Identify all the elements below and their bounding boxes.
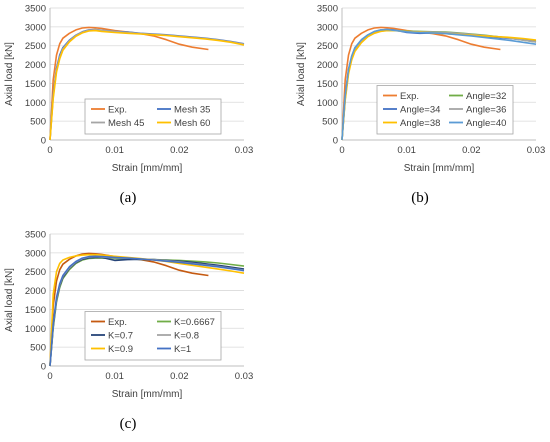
series-line-1 <box>49 26 209 141</box>
legend-entry: Mesh 35 <box>174 105 210 116</box>
y-tick-label: 2000 <box>317 60 338 71</box>
y-tick-label: 2000 <box>25 60 46 71</box>
x-tick-label: 0.01 <box>105 371 124 382</box>
y-tick-label: 500 <box>30 117 46 128</box>
legend-entry: Mesh 45 <box>108 118 144 129</box>
y-tick-label: 3000 <box>317 22 338 33</box>
legend-entry: Mesh 60 <box>174 118 210 129</box>
series-line-1 <box>341 26 501 141</box>
series-line-5 <box>49 253 245 367</box>
y-tick-label: 1500 <box>317 79 338 90</box>
x-tick-label: 0 <box>339 145 344 156</box>
legend-entry: Angle=32 <box>466 91 506 102</box>
x-axis-label: Strain [mm/mm] <box>112 163 183 174</box>
y-tick-label: 1000 <box>25 98 46 109</box>
panel-label: (a) <box>120 190 137 206</box>
chart-panel-1: 0 500 1000 1500 2000 2500 3000 3500 0 0.01 0.02 0.0… <box>4 4 253 207</box>
legend-entry: Angle=36 <box>466 105 506 116</box>
y-tick-label: 1500 <box>25 79 46 90</box>
y-tick-label: 2500 <box>317 41 338 52</box>
x-tick-label: 0.03 <box>235 371 254 382</box>
x-tick-label: 0.02 <box>170 145 189 156</box>
legend-entry: Exp. <box>400 91 419 102</box>
y-axis-label: Axial load [kN] <box>296 42 307 106</box>
y-tick-label: 3000 <box>25 22 46 33</box>
x-axis-label: Strain [mm/mm] <box>112 389 183 400</box>
x-tick-label: 0 <box>47 145 52 156</box>
y-tick-label: 500 <box>30 343 46 354</box>
y-tick-label: 0 <box>333 136 338 147</box>
legend-entry: Angle=34 <box>400 105 440 116</box>
y-axis-label: Axial load [kN] <box>4 268 15 332</box>
y-tick-label: 2500 <box>25 267 46 278</box>
x-tick-label: 0.03 <box>235 145 254 156</box>
series-line-6 <box>49 255 245 367</box>
y-tick-label: 2500 <box>25 41 46 52</box>
x-tick-label: 0.01 <box>105 145 124 156</box>
x-tick-label: 0 <box>47 371 52 382</box>
x-tick-label: 0.01 <box>397 145 416 156</box>
chart-panel-3: 0 500 1000 1500 2000 2500 3000 3500 0 0.01 0.02 0.0… <box>4 230 253 433</box>
legend-entry: K=1 <box>174 344 191 355</box>
legend-entry: Exp. <box>108 105 127 116</box>
legend-box <box>84 311 222 361</box>
legend-entry: Exp. <box>108 317 127 328</box>
legend-entry: Angle=38 <box>400 118 440 129</box>
y-tick-label: 3500 <box>25 230 46 241</box>
y-tick-label: 3500 <box>317 4 338 15</box>
legend-entry: K=0.9 <box>108 344 133 355</box>
y-tick-label: 2000 <box>25 286 46 297</box>
legend-box <box>376 85 514 135</box>
y-tick-label: 1000 <box>25 324 46 335</box>
x-tick-label: 0.03 <box>527 145 546 156</box>
x-tick-label: 0.02 <box>462 145 481 156</box>
series-line-6 <box>341 28 537 141</box>
y-tick-label: 0 <box>41 362 46 373</box>
chart-panel-2: 0 500 1000 1500 2000 2500 3000 3500 0 0.01 0.02 0.0… <box>296 4 545 207</box>
series-line-4 <box>49 29 245 141</box>
y-tick-label: 1000 <box>317 98 338 109</box>
legend-entry: Angle=40 <box>466 118 506 129</box>
y-axis-label: Axial load [kN] <box>4 42 15 106</box>
y-tick-label: 3000 <box>25 248 46 259</box>
panel-label: (b) <box>411 190 429 206</box>
legend-entry: K=0.6667 <box>174 317 215 328</box>
series-line-1 <box>49 252 209 367</box>
y-tick-label: 500 <box>322 117 338 128</box>
y-tick-label: 3500 <box>25 4 46 15</box>
x-tick-label: 0.02 <box>170 371 189 382</box>
y-tick-label: 0 <box>41 136 46 147</box>
legend-entry: K=0.8 <box>174 331 199 342</box>
y-tick-label: 1500 <box>25 305 46 316</box>
panel-label: (c) <box>120 416 137 432</box>
legend-box <box>84 98 222 135</box>
legend-entry: K=0.7 <box>108 331 133 342</box>
x-axis-label: Strain [mm/mm] <box>404 163 475 174</box>
